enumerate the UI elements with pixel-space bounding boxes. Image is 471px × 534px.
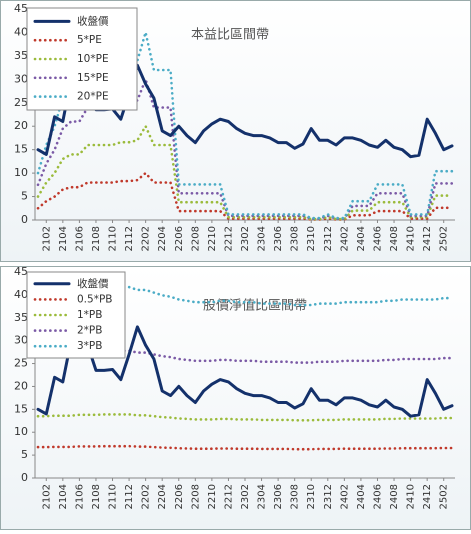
y-tick-label: 35	[14, 49, 28, 62]
x-tick-label: 2112	[124, 484, 135, 509]
x-tick-label: 2312	[323, 484, 334, 509]
band-line	[36, 124, 454, 221]
legend-label: 0.5*PB	[77, 293, 112, 305]
x-tick-label: 2306	[273, 484, 284, 509]
y-tick-label: 0	[21, 213, 28, 226]
x-tick-label: 2202	[141, 484, 152, 509]
x-tick-label: 2210	[207, 484, 218, 509]
x-tick-label: 2406	[372, 484, 383, 509]
legend-label: 5*PE	[77, 34, 102, 46]
x-tick-label: 2102	[41, 226, 52, 251]
x-tick-label: 2502	[439, 226, 450, 251]
x-tick-label: 2308	[290, 484, 301, 509]
x-tick-label: 2310	[306, 484, 317, 509]
y-tick-label: 25	[14, 357, 28, 370]
x-tick-label: 2112	[124, 226, 135, 251]
x-tick-label: 2206	[174, 484, 185, 509]
legend-label: 收盤價	[77, 14, 109, 27]
y-tick-label: 10	[14, 425, 28, 438]
annotation: 本益比區間帶	[191, 28, 269, 43]
x-tick-label: 2404	[356, 484, 367, 509]
x-tick-label: 2410	[406, 226, 417, 251]
x-tick-label: 2108	[91, 484, 102, 509]
legend-box	[26, 271, 126, 359]
x-tick-label: 2204	[157, 484, 168, 509]
x-tick-label: 2302	[240, 484, 251, 509]
x-tick-label: 2402	[339, 226, 350, 251]
x-tick-label: 2208	[190, 226, 201, 251]
x-tick-label: 2110	[108, 484, 119, 509]
x-tick-label: 2402	[339, 484, 350, 509]
y-tick-label: 25	[14, 96, 28, 109]
x-tick-label: 2212	[223, 226, 234, 251]
x-tick-label: 2106	[74, 226, 85, 251]
x-tick-label: 2304	[257, 226, 268, 251]
x-tick-label: 2212	[223, 484, 234, 509]
band-line	[36, 285, 454, 307]
price-line	[36, 325, 454, 418]
x-tick-label: 2306	[273, 226, 284, 251]
x-tick-label: 2312	[323, 226, 334, 251]
x-tick-label: 2412	[422, 226, 433, 251]
y-tick-label: 40	[14, 288, 28, 301]
y-tick-label: 45	[14, 265, 28, 278]
x-tick-label: 2408	[389, 484, 400, 509]
x-tick-label: 2412	[422, 484, 433, 509]
x-tick-label: 2308	[290, 226, 301, 251]
x-tick-label: 2108	[91, 226, 102, 251]
y-tick-label: 40	[14, 25, 28, 38]
x-tick-label: 2208	[190, 484, 201, 509]
x-tick-label: 2304	[257, 484, 268, 509]
x-tick-label: 2310	[306, 226, 317, 251]
y-tick-label: 0	[21, 471, 28, 484]
x-tick-label: 2102	[41, 484, 52, 509]
y-tick-label: 5	[21, 448, 28, 461]
legend-label: 收盤價	[77, 277, 109, 290]
x-tick-label: 2204	[157, 226, 168, 251]
x-tick-label: 2410	[406, 484, 417, 509]
x-tick-label: 2502	[439, 484, 450, 509]
y-tick-label: 45	[14, 2, 28, 15]
y-tick-label: 30	[14, 334, 28, 347]
y-tick-label: 20	[14, 119, 28, 132]
x-tick-label: 2104	[58, 226, 69, 251]
legend-label: 1*PB	[77, 309, 102, 321]
x-tick-label: 2404	[356, 226, 367, 251]
y-tick-label: 15	[14, 143, 28, 156]
band-line	[36, 171, 454, 221]
y-tick-label: 10	[14, 166, 28, 179]
x-tick-label: 2110	[108, 226, 119, 251]
legend-label: 10*PE	[77, 53, 109, 65]
legend-label: 2*PB	[77, 325, 102, 337]
band-line	[36, 349, 454, 364]
x-tick-label: 2202	[141, 226, 152, 251]
legend-label: 20*PE	[77, 91, 109, 103]
legend-label: 3*PB	[77, 340, 102, 352]
y-tick-label: 15	[14, 402, 28, 415]
y-tick-label: 20	[14, 379, 28, 392]
legend-label: 15*PE	[77, 72, 109, 84]
y-tick-label: 35	[14, 311, 28, 324]
x-tick-label: 2210	[207, 226, 218, 251]
y-tick-label: 30	[14, 72, 28, 85]
band-line	[36, 31, 454, 220]
x-tick-label: 2106	[74, 484, 85, 509]
x-tick-label: 2104	[58, 484, 69, 509]
x-tick-label: 2302	[240, 226, 251, 251]
x-tick-label: 2408	[389, 226, 400, 251]
x-tick-label: 2406	[372, 226, 383, 251]
x-tick-label: 2206	[174, 226, 185, 251]
y-tick-label: 5	[21, 190, 28, 203]
